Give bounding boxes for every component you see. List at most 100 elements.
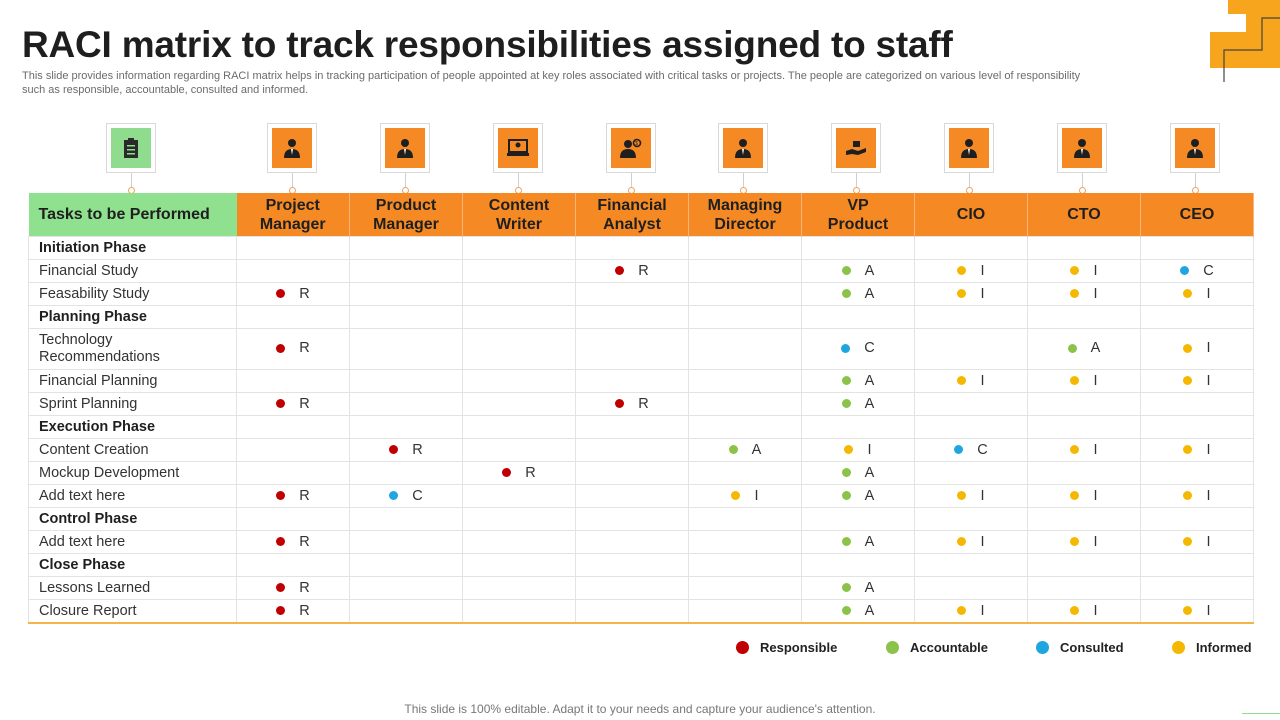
- raci-dot-icon: [841, 399, 851, 409]
- raci-cell: [1027, 507, 1141, 531]
- raci-cell: [1140, 392, 1254, 416]
- raci-letter: I: [980, 262, 985, 279]
- raci-dot-icon: [954, 445, 964, 455]
- legend-label: Accountable: [910, 640, 989, 655]
- raci-cell: R: [236, 576, 350, 600]
- raci-cell: I: [1027, 599, 1141, 624]
- raci-dot-icon: [841, 537, 851, 547]
- raci-cell: [349, 328, 463, 370]
- raci-dot-icon: [841, 491, 851, 501]
- raci-dot-icon: [957, 491, 967, 501]
- table-header-row: Tasks to be Performed Project Manager Produ…: [28, 193, 1254, 237]
- raci-dot-icon: [1183, 376, 1193, 386]
- raci-letter: A: [864, 395, 875, 412]
- raci-cell: A: [801, 461, 915, 485]
- managing-director-icon: [718, 123, 768, 173]
- raci-cell: [349, 415, 463, 439]
- raci-cell: I: [914, 282, 1028, 306]
- raci-cell: [349, 530, 463, 554]
- role-column-header: Content Writer: [462, 193, 576, 237]
- raci-cell: [1027, 553, 1141, 577]
- raci-cell: [1140, 553, 1254, 577]
- raci-dot-icon: [957, 537, 967, 547]
- raci-dot-icon: [841, 376, 851, 386]
- raci-dot-icon: [1070, 606, 1080, 616]
- raci-letter: A: [864, 285, 875, 302]
- raci-dot-icon: [276, 399, 286, 409]
- raci-letter: R: [299, 533, 310, 550]
- task-row: Mockup Development R A: [28, 461, 1254, 485]
- raci-dot-icon: [1067, 344, 1077, 353]
- phase-row: Planning Phase: [28, 305, 1254, 329]
- task-label: Financial Planning: [28, 369, 237, 393]
- raci-cell: I: [1027, 484, 1141, 508]
- raci-letter: A: [864, 262, 875, 279]
- raci-cell: R: [236, 282, 350, 306]
- raci-cell: I: [801, 438, 915, 462]
- raci-cell: [1140, 461, 1254, 485]
- role-column-header: VP Product: [801, 193, 915, 237]
- raci-cell: [688, 392, 802, 416]
- task-label: Mockup Development: [28, 461, 237, 485]
- raci-letter: I: [1206, 340, 1211, 356]
- raci-dot-icon: [276, 606, 286, 616]
- task-row: Add text here R A I I I: [28, 530, 1254, 554]
- icon-connector: [131, 173, 132, 191]
- raci-cell: I: [1140, 484, 1254, 508]
- raci-dot-icon: [728, 445, 738, 455]
- raci-cell: [801, 415, 915, 439]
- raci-cell: [462, 415, 576, 439]
- task-label: Closure Report: [28, 599, 237, 624]
- raci-dot-icon: [1070, 491, 1080, 501]
- raci-cell: [349, 507, 463, 531]
- raci-dot-icon: [1183, 491, 1193, 501]
- phase-row: Control Phase: [28, 507, 1254, 531]
- raci-cell: I: [914, 484, 1028, 508]
- raci-cell: [801, 236, 915, 260]
- raci-dot-icon: [615, 399, 625, 409]
- corner-decoration: [1210, 0, 1280, 82]
- raci-letter: R: [299, 487, 310, 504]
- raci-cell: [575, 305, 689, 329]
- raci-cell: [1140, 236, 1254, 260]
- raci-cell: C: [349, 484, 463, 508]
- raci-letter: R: [299, 285, 310, 302]
- raci-cell: [1140, 415, 1254, 439]
- raci-cell: [462, 305, 576, 329]
- raci-cell: [236, 259, 350, 283]
- raci-cell: [1140, 507, 1254, 531]
- raci-cell: [688, 530, 802, 554]
- raci-cell: [1027, 576, 1141, 600]
- raci-letter: I: [980, 372, 985, 389]
- raci-cell: R: [236, 484, 350, 508]
- legend-item: Informed: [1172, 640, 1252, 655]
- raci-cell: [349, 259, 463, 283]
- raci-dot-icon: [1183, 344, 1193, 353]
- raci-cell: [462, 282, 576, 306]
- raci-cell: [236, 305, 350, 329]
- raci-cell: I: [1027, 438, 1141, 462]
- raci-cell: [349, 553, 463, 577]
- raci-letter: R: [638, 262, 649, 279]
- raci-letter: I: [980, 533, 985, 550]
- raci-cell: [462, 553, 576, 577]
- raci-letter: I: [1093, 533, 1098, 550]
- raci-cell: C: [1140, 259, 1254, 283]
- raci-dot-icon: [1070, 289, 1080, 299]
- task-label: Sprint Planning: [28, 392, 237, 416]
- raci-cell: I: [1140, 328, 1254, 370]
- raci-letter: I: [867, 441, 872, 458]
- raci-cell: [462, 369, 576, 393]
- role-column-header: Project Manager: [236, 193, 350, 237]
- page-title: RACI matrix to track responsibilities as…: [22, 24, 953, 65]
- phase-row: Close Phase: [28, 553, 1254, 577]
- raci-cell: [801, 507, 915, 531]
- raci-dot-icon: [1070, 537, 1080, 547]
- legend-label: Consulted: [1060, 640, 1124, 655]
- raci-dot-icon: [1070, 445, 1080, 455]
- icon-connector: [1082, 173, 1083, 191]
- raci-cell: [688, 576, 802, 600]
- raci-cell: [462, 484, 576, 508]
- raci-cell: [349, 305, 463, 329]
- raci-letter: C: [1203, 262, 1214, 279]
